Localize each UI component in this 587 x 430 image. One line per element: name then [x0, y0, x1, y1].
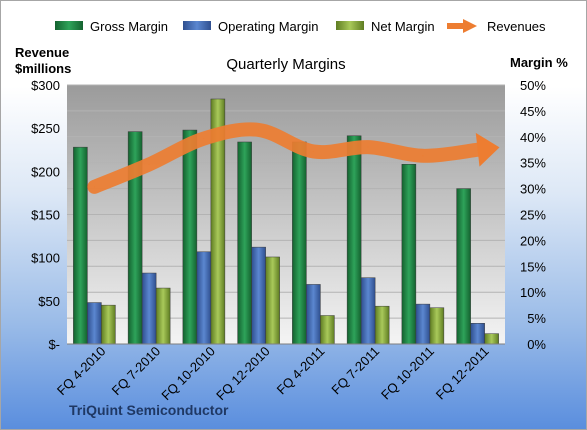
bar-operating-margin: [470, 323, 485, 345]
bar-net-margin: [101, 304, 116, 345]
revenue-point: [367, 146, 369, 148]
bar-operating-margin: [141, 272, 157, 345]
y-right-tick-label: 40%: [520, 130, 546, 145]
x-tick-label: FQ 7-2010: [109, 344, 164, 399]
revenue-point: [422, 155, 424, 157]
bar-operating-margin: [360, 277, 376, 345]
y-right-tick-label: 25%: [520, 208, 546, 223]
bar-operating-margin: [306, 284, 321, 345]
x-tick-label: FQ 12-2011: [433, 344, 492, 403]
revenue-point: [148, 163, 150, 165]
legend-label-gross-margin: Gross Margin: [90, 19, 168, 34]
y-left-label-line1: Revenue: [15, 45, 69, 60]
bar-net-margin: [320, 315, 335, 345]
x-tick-label: FQ 12-2010: [213, 344, 273, 404]
y-left-tick-label: $100: [31, 251, 60, 266]
x-tick-label: FQ 10-2011: [378, 344, 437, 403]
y-left-tick-label: $50: [38, 294, 60, 309]
bar-net-margin: [265, 256, 280, 345]
y-right-tick-label: 45%: [520, 104, 546, 119]
revenue-line-path: [87, 122, 485, 194]
revenue-point: [258, 129, 260, 131]
legend-swatch-revenues: [447, 19, 477, 33]
y-left-tick-label: $250: [31, 121, 60, 136]
bar-gross-margin: [73, 146, 88, 345]
y-right-tick-label: 35%: [520, 156, 546, 171]
x-tick-label: FQ 4-2011: [274, 344, 328, 398]
y-left-tick-label: $150: [31, 208, 60, 223]
legend-label-net-margin: Net Margin: [371, 19, 435, 34]
bar-gross-margin: [456, 188, 471, 345]
company-name: TriQuint Semiconductor: [69, 402, 229, 418]
bar-net-margin: [429, 307, 445, 345]
x-tick-label: FQ 4-2010: [54, 344, 109, 399]
legend-swatch-gross-margin: [55, 21, 83, 30]
y-right-tick-label: 0%: [527, 337, 546, 352]
revenue-point: [93, 186, 95, 188]
y-right-ticks: 0% 5% 10% 15% 20% 25% 30% 35% 40% 45% 50%: [520, 78, 546, 352]
y-right-tick-label: 50%: [520, 78, 546, 93]
bar-operating-margin: [251, 246, 266, 345]
legend: Gross Margin Operating Margin Net Margin…: [55, 19, 546, 34]
bar-gross-margin: [346, 135, 362, 345]
bar-net-margin: [374, 305, 390, 345]
legend-swatch-net-margin: [336, 21, 364, 30]
legend-label-operating-margin: Operating Margin: [218, 19, 318, 34]
y-right-tick-label: 20%: [520, 233, 546, 248]
legend-swatch-operating-margin: [183, 21, 211, 30]
y-left-tick-label: $-: [48, 337, 60, 352]
y-left-tick-label: $200: [31, 164, 60, 179]
bar-gross-margin: [401, 164, 417, 345]
x-tick-label: FQ 7-2011: [328, 344, 382, 398]
bar-gross-margin: [292, 141, 307, 345]
chart-title: Quarterly Margins: [226, 56, 345, 73]
y-right-label: Margin %: [510, 55, 568, 70]
bar-operating-margin: [196, 251, 212, 345]
revenue-point: [477, 149, 479, 151]
x-tick-label: FQ 10-2010: [158, 344, 218, 404]
y-right-tick-label: 30%: [520, 182, 546, 197]
y-left-tick-label: $300: [31, 78, 60, 93]
revenue-point: [203, 138, 205, 140]
y-left-ticks: $- $50 $100 $150 $200 $250 $300: [31, 78, 60, 352]
revenue-point: [312, 150, 314, 152]
y-right-tick-label: 15%: [520, 259, 546, 274]
bar-net-margin: [484, 333, 499, 345]
bar-operating-margin: [87, 302, 102, 345]
bar-operating-margin: [415, 303, 431, 345]
legend-label-revenues: Revenues: [487, 19, 546, 34]
revenue-line: [87, 122, 500, 194]
y-right-tick-label: 5%: [527, 311, 546, 326]
y-right-tick-label: 10%: [520, 285, 546, 300]
bars: [73, 98, 499, 345]
bar-gross-margin: [237, 141, 252, 345]
revenue-arrow-head: [475, 132, 500, 167]
bar-gross-margin: [182, 129, 198, 345]
y-left-label-line2: $millions: [15, 61, 71, 76]
bar-net-margin: [155, 287, 171, 345]
